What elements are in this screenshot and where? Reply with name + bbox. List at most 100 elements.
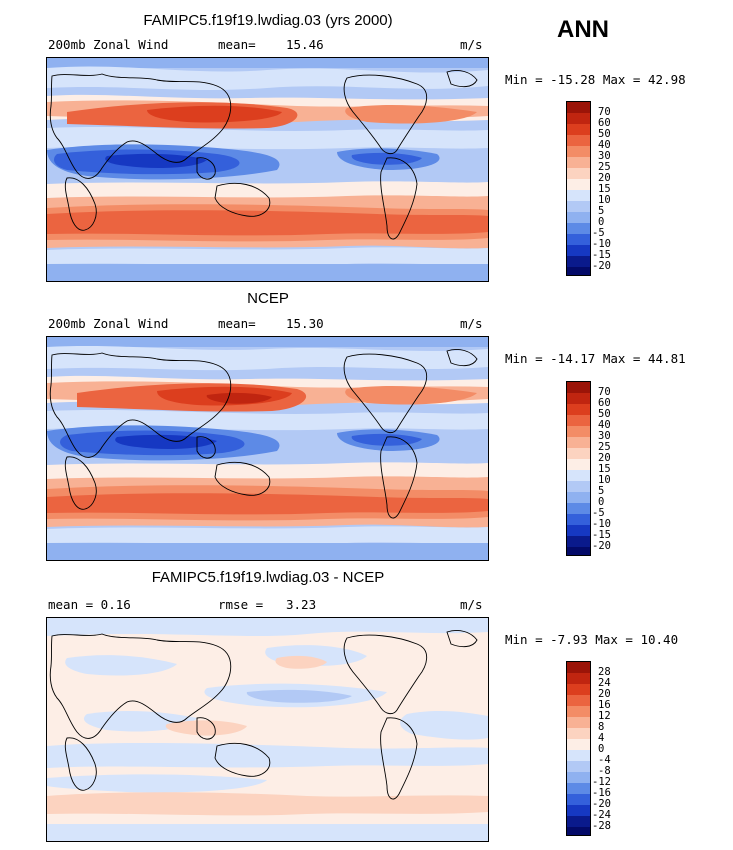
field-label: 200mb Zonal Wind [48,316,169,331]
colorbar-tick: 40 [598,419,611,431]
colorbar-tick: -15 [592,249,611,261]
field-band [47,543,488,560]
colorbar-model [566,101,591,276]
min-max-label: Min = -7.93 Max = 10.40 [505,632,679,647]
map-model-zonal-wind [46,57,489,282]
rmse-value: 3.23 [286,597,317,612]
colorbar-tick: 20 [598,172,611,184]
colorbar-tick: -10 [592,518,611,530]
map-field [47,618,488,841]
southern-jet [47,493,488,515]
panel-title: FAMIPC5.f19f19.lwdiag.03 (yrs 2000) [143,12,393,29]
map-field [47,58,488,281]
colorbar-tick: 5 [598,485,605,497]
season-label: ANN [557,16,609,43]
colorbar-tick: 10 [598,474,611,486]
field-band [47,346,488,371]
min-max-label: Min = -14.17 Max = 44.81 [505,351,686,366]
colorbar-tick: -10 [592,238,611,250]
colorbar-tick: -4 [598,754,611,766]
colorbar-tick: 0 [598,743,605,755]
map-field [47,337,488,560]
colorbar-tick: -28 [592,820,611,832]
field-band [47,58,488,68]
colorbar-tick: 30 [598,430,611,442]
colorbar-tick: 70 [598,386,611,398]
tropical-easterlies [105,153,207,168]
field-band [47,181,488,200]
panel-title: FAMIPC5.f19f19.lwdiag.03 - NCEP [151,569,385,586]
field-band [47,337,488,347]
mean-label: mean= [218,37,256,52]
colorbar-tick: 16 [598,699,611,711]
min-max-label: Min = -15.28 Max = 42.98 [505,72,686,87]
units-label: m/s [460,316,483,331]
colorbar-tick: -5 [592,227,605,239]
colorbar-tick: 25 [598,441,611,453]
field-band [47,410,488,431]
diff-negative [47,824,488,841]
colorbar-tick: 5 [598,205,605,217]
tropical-easterlies [351,433,422,446]
colorbar-tick: 25 [598,161,611,173]
colorbar-tick: -15 [592,529,611,541]
colorbar-tick: 15 [598,463,611,475]
rmse-label: rmse = [218,597,264,612]
map-difference [46,617,489,842]
colorbar-tick: -20 [592,798,611,810]
colorbar-tick: 24 [598,677,611,689]
colorbar-tick: 50 [598,128,611,140]
colorbar-tick: 60 [598,397,611,409]
colorbar-tick: -12 [592,776,611,788]
colorbar-tick: -20 [592,540,611,552]
coastlines [49,348,478,519]
colorbar-tick: 0 [598,216,605,228]
colorbar-tick: 12 [598,710,611,722]
colorbar-tick: 50 [598,408,611,420]
diff-negative [47,742,488,768]
tropical-easterlies [115,434,217,449]
diff-negative [246,689,352,703]
diff-negative [65,655,177,676]
jet-core [345,386,477,405]
diff-negative [400,710,488,740]
colorbar-tick: 60 [598,117,611,129]
colorbar-tick: -5 [592,507,605,519]
coastlines [49,69,478,240]
jet-core [147,105,282,123]
colorbar-tick: 20 [598,688,611,700]
jet-core [345,105,477,124]
diff-negative [47,774,267,793]
mean-label: mean= [218,316,256,331]
colorbar-tick: 8 [598,721,605,733]
colorbar-tick: 10 [598,194,611,206]
colorbar-difference [566,661,591,836]
coastlines [49,629,478,800]
jet-core [206,392,272,404]
colorbar-tick: -8 [598,765,611,777]
units-label: m/s [460,37,483,52]
mean-value: 15.30 [286,316,324,331]
map-ncep-zonal-wind [46,336,489,561]
colorbar-tick: 4 [598,732,605,744]
colorbar-tick: 20 [598,452,611,464]
field-label: 200mb Zonal Wind [48,37,169,52]
colorbar-swatches [567,102,590,275]
diff-mean-label: mean = 0.16 [48,597,131,612]
units-label: m/s [460,597,483,612]
colorbar-tick: 15 [598,183,611,195]
field-band [47,66,488,90]
colorbar-swatches [567,662,590,835]
colorbar-tick: 40 [598,139,611,151]
colorbar-tick: -24 [592,809,611,821]
colorbar-tick: 28 [598,666,611,678]
field-band [47,462,488,481]
colorbar-tick: 70 [598,106,611,118]
colorbar-ncep [566,381,591,556]
field-band [47,247,488,266]
field-band [47,264,488,281]
mean-value: 15.46 [286,37,324,52]
colorbar-tick: -20 [592,260,611,272]
field-band [47,526,488,545]
colorbar-tick: 30 [598,150,611,162]
